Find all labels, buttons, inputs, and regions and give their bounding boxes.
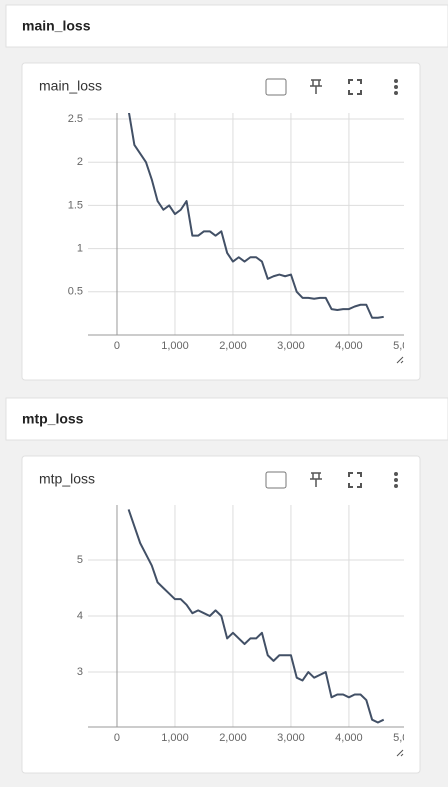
y-tick-label: 0.5 bbox=[68, 286, 83, 298]
card bbox=[21, 62, 421, 381]
x-tick-label: 0 bbox=[114, 340, 120, 352]
tick-labels: 3 4 5 0 1,000 2,000 3,000 4,000 5,000 bbox=[77, 554, 421, 744]
plot bbox=[88, 505, 404, 727]
pin-button[interactable] bbox=[310, 79, 322, 94]
card-title: mtp_loss bbox=[39, 471, 95, 487]
resize-handle bbox=[396, 749, 404, 757]
menu-button[interactable] bbox=[394, 85, 398, 89]
section-header bbox=[5, 4, 448, 48]
x-tick-label: 5,000 bbox=[393, 340, 421, 352]
menu-button[interactable] bbox=[394, 79, 398, 83]
y-tick-label: 3 bbox=[77, 666, 83, 678]
section-header bbox=[5, 397, 448, 441]
pin-button[interactable] bbox=[310, 472, 322, 487]
y-tick-label: 5 bbox=[77, 554, 83, 566]
fit-domain-button[interactable] bbox=[265, 78, 287, 96]
x-tick-label: 1,000 bbox=[161, 340, 189, 352]
tick-labels: 0.5 1 1.5 2 2.5 0 1,000 2,000 3,000 4,000 5,000 bbox=[68, 113, 421, 352]
y-tick-label: 1 bbox=[77, 243, 83, 255]
section-title: main_loss bbox=[22, 18, 91, 34]
x-tick-label: 1,000 bbox=[161, 732, 189, 744]
menu-button[interactable] bbox=[394, 472, 398, 476]
x-tick-label: 5,000 bbox=[393, 732, 421, 744]
x-tick-label: 4,000 bbox=[335, 732, 363, 744]
x-tick-label: 3,000 bbox=[277, 732, 305, 744]
x-tick-label: 3,000 bbox=[277, 340, 305, 352]
loss-line bbox=[128, 113, 384, 319]
x-tick-label: 2,000 bbox=[219, 340, 247, 352]
card-title: main_loss bbox=[39, 78, 102, 94]
x-tick-label: 0 bbox=[114, 732, 120, 744]
fullscreen-button[interactable] bbox=[348, 79, 362, 95]
fullscreen-button[interactable] bbox=[348, 472, 362, 488]
fit-domain-button[interactable] bbox=[265, 471, 287, 489]
resize-handle bbox=[396, 356, 404, 364]
x-tick-label: 4,000 bbox=[335, 340, 363, 352]
y-tick-label: 1.5 bbox=[68, 199, 83, 211]
plot bbox=[88, 113, 404, 335]
y-tick-label: 4 bbox=[77, 610, 83, 622]
loss-line bbox=[127, 509, 385, 724]
menu-button[interactable] bbox=[394, 484, 398, 488]
y-tick-label: 2.5 bbox=[68, 113, 83, 125]
menu-button[interactable] bbox=[394, 91, 398, 95]
y-tick-label: 2 bbox=[77, 156, 83, 168]
menu-button[interactable] bbox=[394, 478, 398, 482]
x-tick-label: 2,000 bbox=[219, 732, 247, 744]
section-title: mtp_loss bbox=[22, 411, 84, 427]
